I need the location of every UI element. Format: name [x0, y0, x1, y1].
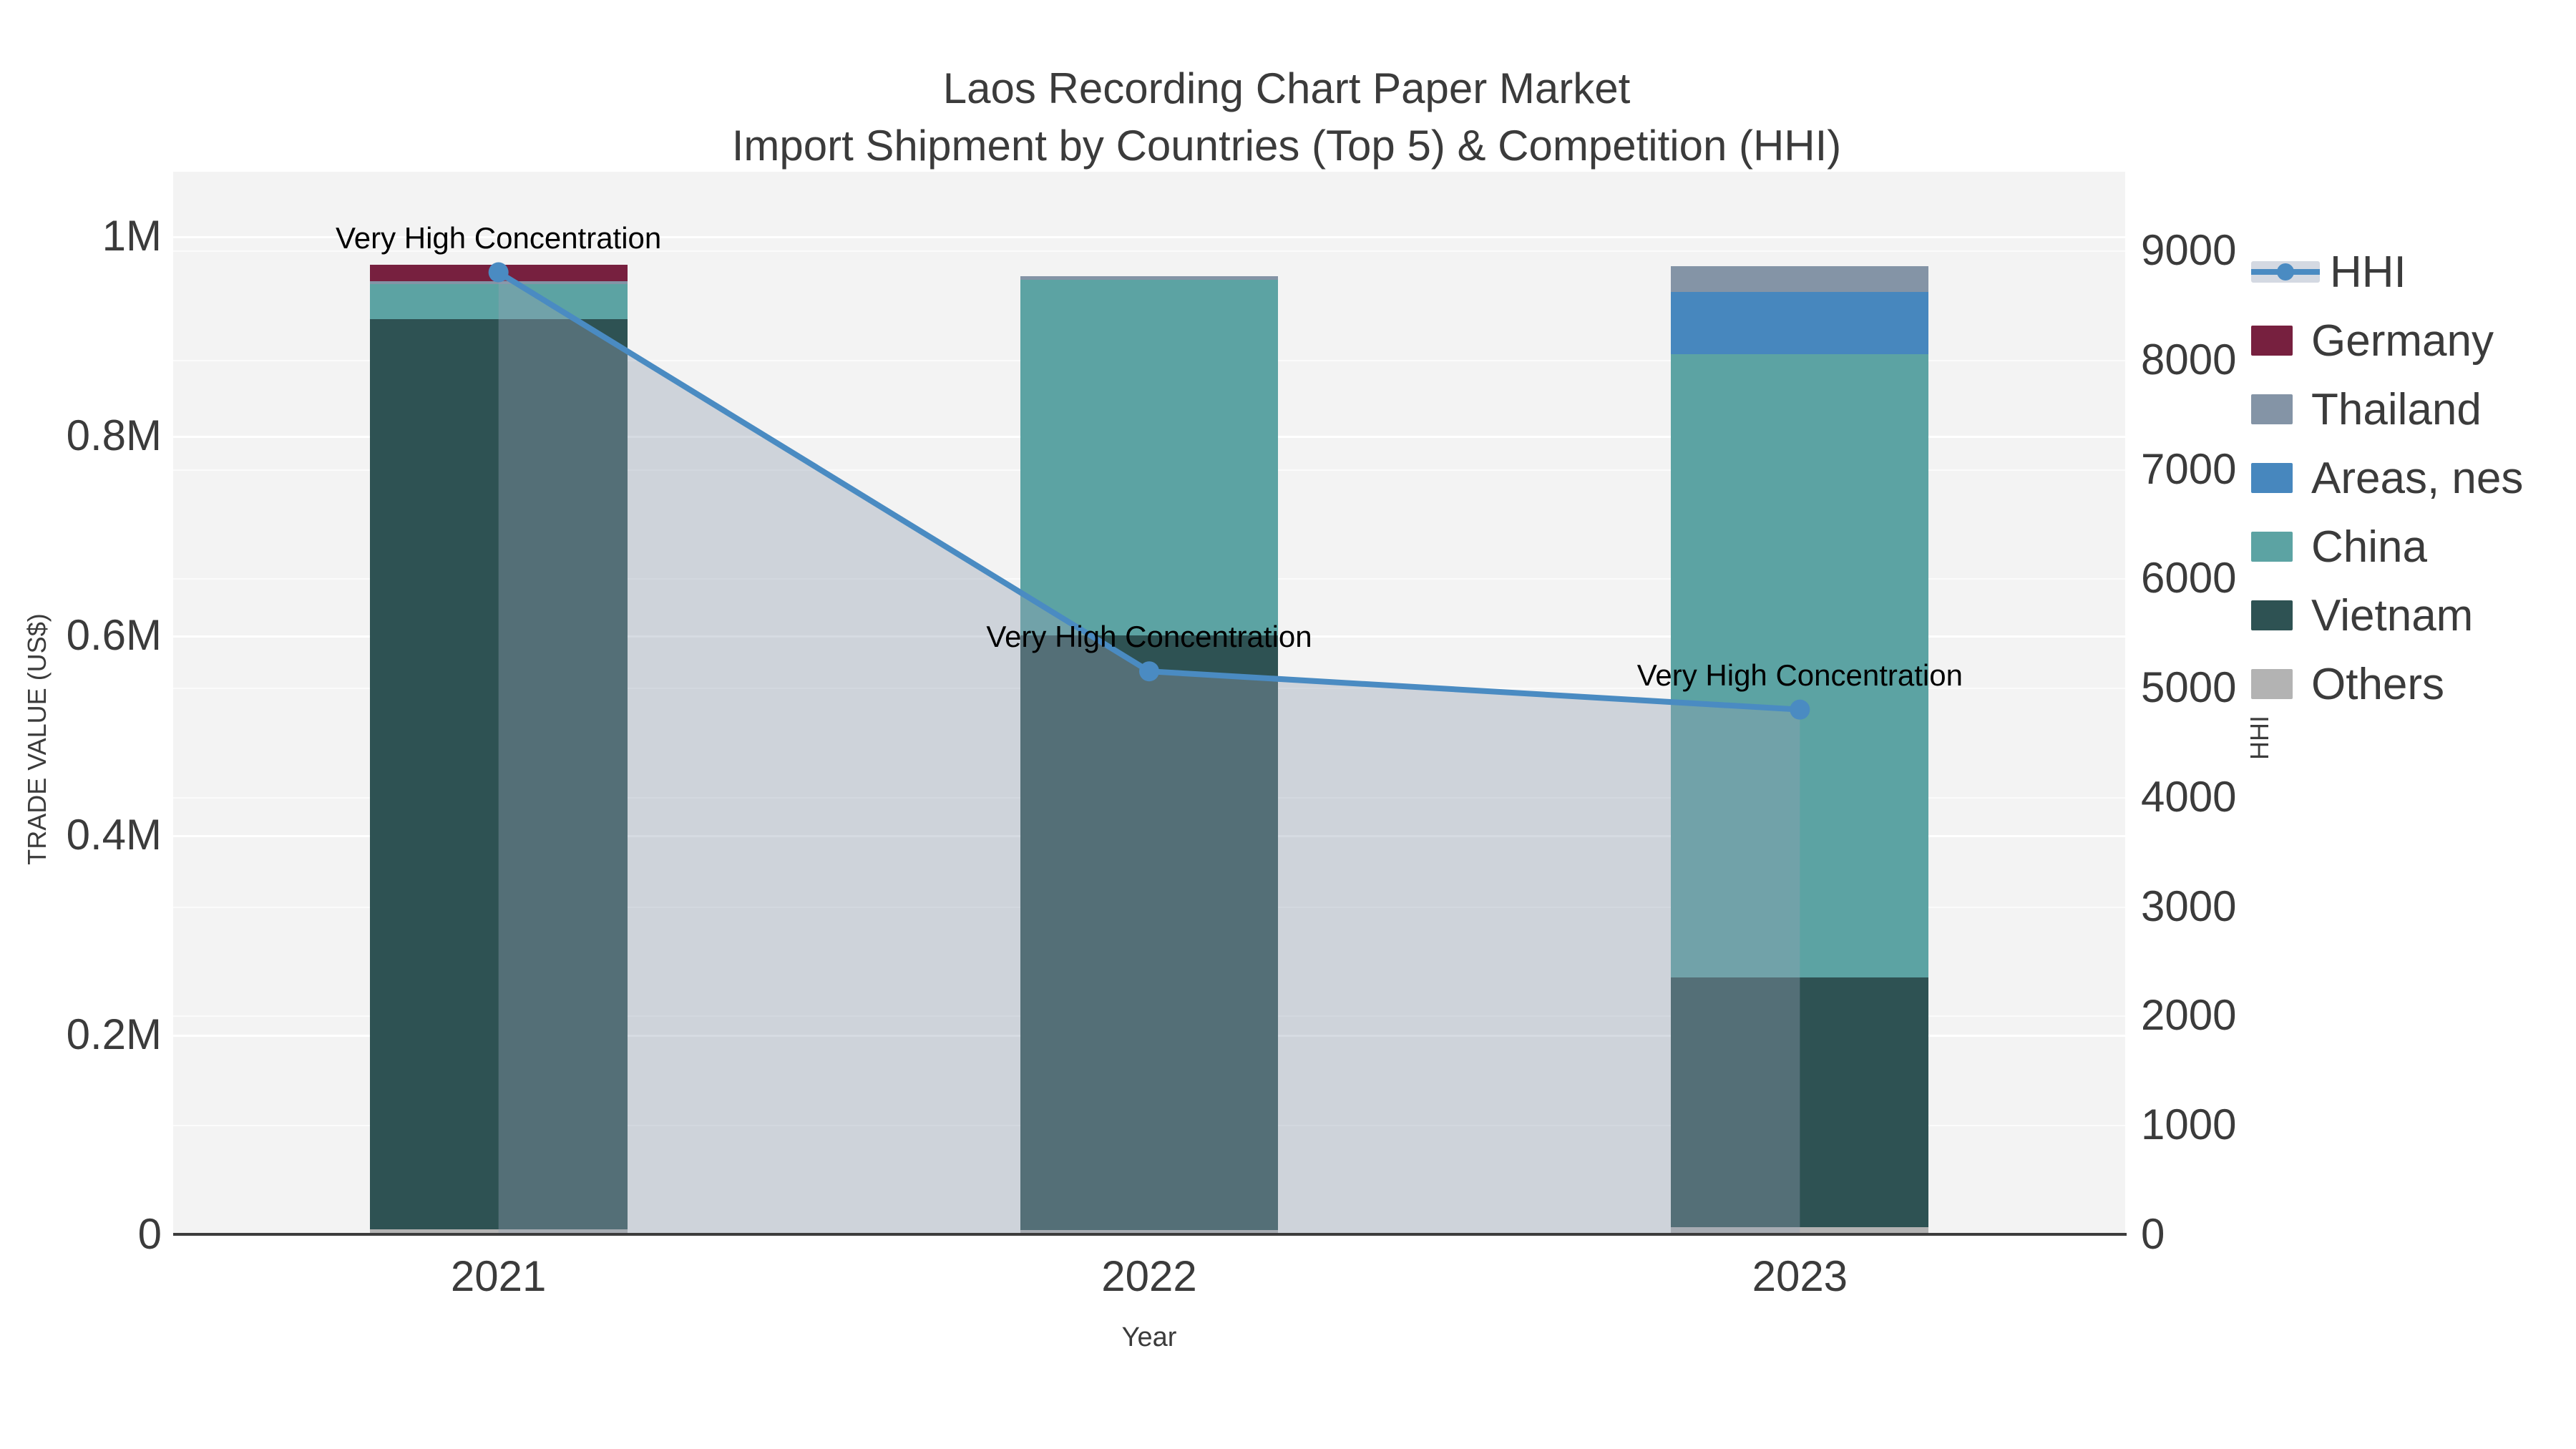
- legend-label: China: [2311, 522, 2427, 572]
- right-axis-tick-2000: 2000: [2141, 991, 2237, 1040]
- gridline-hhi: [173, 250, 2125, 252]
- legend-label: Thailand: [2311, 384, 2482, 434]
- bar-2021-others: [369, 1229, 628, 1234]
- bar-2023-vietnam: [1671, 977, 1929, 1228]
- bar-2022-others: [1020, 1230, 1278, 1234]
- x-axis-line: [173, 1233, 2127, 1236]
- right-axis-tick-0: 0: [2141, 1210, 2165, 1258]
- chart-title: Laos Recording Chart Paper Market Import…: [0, 60, 2573, 175]
- bar-2021-germany: [369, 264, 628, 281]
- bar-2022-thailand: [1020, 275, 1278, 280]
- annotation-2023: Very High Concentration: [1636, 658, 1963, 692]
- x-axis-tick-2022: 2022: [1101, 1252, 1197, 1300]
- chart-title-line2: Import Shipment by Countries (Top 5) & C…: [731, 122, 1842, 170]
- right-axis-tick-4000: 4000: [2141, 772, 2237, 821]
- legend-swatch: [2251, 463, 2293, 493]
- plot-area: [173, 172, 2125, 1234]
- left-axis-tick-0.6M: 0.6M: [66, 611, 162, 659]
- legend-swatch: [2251, 669, 2293, 699]
- chart-title-line1: Laos Recording Chart Paper Market: [942, 64, 1631, 112]
- legend-label: Vietnam: [2311, 590, 2474, 640]
- legend-item-china: China: [2251, 512, 2523, 581]
- legend-item-thailand: Thailand: [2251, 375, 2523, 444]
- annotation-2022: Very High Concentration: [986, 620, 1312, 654]
- legend-item-vietnam: Vietnam: [2251, 581, 2523, 650]
- bar-2021-china: [369, 283, 628, 319]
- x-axis-tick-2021: 2021: [450, 1252, 547, 1300]
- legend-label: Germany: [2311, 316, 2494, 366]
- left-axis-tick-0.2M: 0.2M: [66, 1010, 162, 1058]
- legend-swatch: [2251, 326, 2293, 356]
- bar-2021-vietnam: [369, 318, 628, 1230]
- bar-2023-thailand: [1671, 265, 1929, 293]
- right-axis-tick-5000: 5000: [2141, 663, 2237, 712]
- left-axis-tick-1M: 1M: [102, 212, 162, 260]
- legend-item-areas-nes: Areas, nes: [2251, 444, 2523, 512]
- bar-2023-others: [1671, 1227, 1929, 1234]
- legend: HHI Germany Thailand Areas, nes China Vietnam…: [2251, 238, 2523, 718]
- legend-hhi-line-swatch: [2251, 261, 2320, 283]
- legend-swatch: [2251, 600, 2293, 630]
- annotation-2021: Very High Concentration: [336, 220, 662, 255]
- right-axis-tick-9000: 9000: [2141, 226, 2237, 274]
- gridline-trade-value: [173, 236, 2125, 238]
- right-axis-tick-8000: 8000: [2141, 335, 2237, 384]
- legend-item-others: Others: [2251, 650, 2523, 718]
- right-axis-tick-3000: 3000: [2141, 882, 2237, 930]
- legend-swatch: [2251, 394, 2293, 424]
- left-axis-tick-0.4M: 0.4M: [66, 811, 162, 859]
- right-axis-tick-7000: 7000: [2141, 444, 2237, 493]
- bar-2022-vietnam: [1020, 635, 1278, 1231]
- bottom-axis-title: Year: [1121, 1322, 1177, 1352]
- legend-item-germany: Germany: [2251, 306, 2523, 375]
- right-axis-tick-1000: 1000: [2141, 1101, 2237, 1149]
- legend-item-hhi: HHI: [2251, 238, 2523, 306]
- legend-label: HHI: [2330, 247, 2406, 297]
- legend-label: Others: [2311, 659, 2445, 709]
- legend-label: Areas, nes: [2311, 453, 2524, 503]
- bar-2021-thailand: [369, 280, 628, 284]
- bar-2022-china: [1020, 280, 1278, 635]
- legend-hhi-marker: [2277, 263, 2294, 280]
- left-axis-tick-0: 0: [137, 1210, 162, 1258]
- bar-2023-areas-nes: [1671, 292, 1929, 354]
- legend-swatch: [2251, 532, 2293, 562]
- left-axis-tick-0.8M: 0.8M: [66, 411, 162, 459]
- x-axis-tick-2023: 2023: [1752, 1252, 1848, 1300]
- right-axis-tick-6000: 6000: [2141, 554, 2237, 602]
